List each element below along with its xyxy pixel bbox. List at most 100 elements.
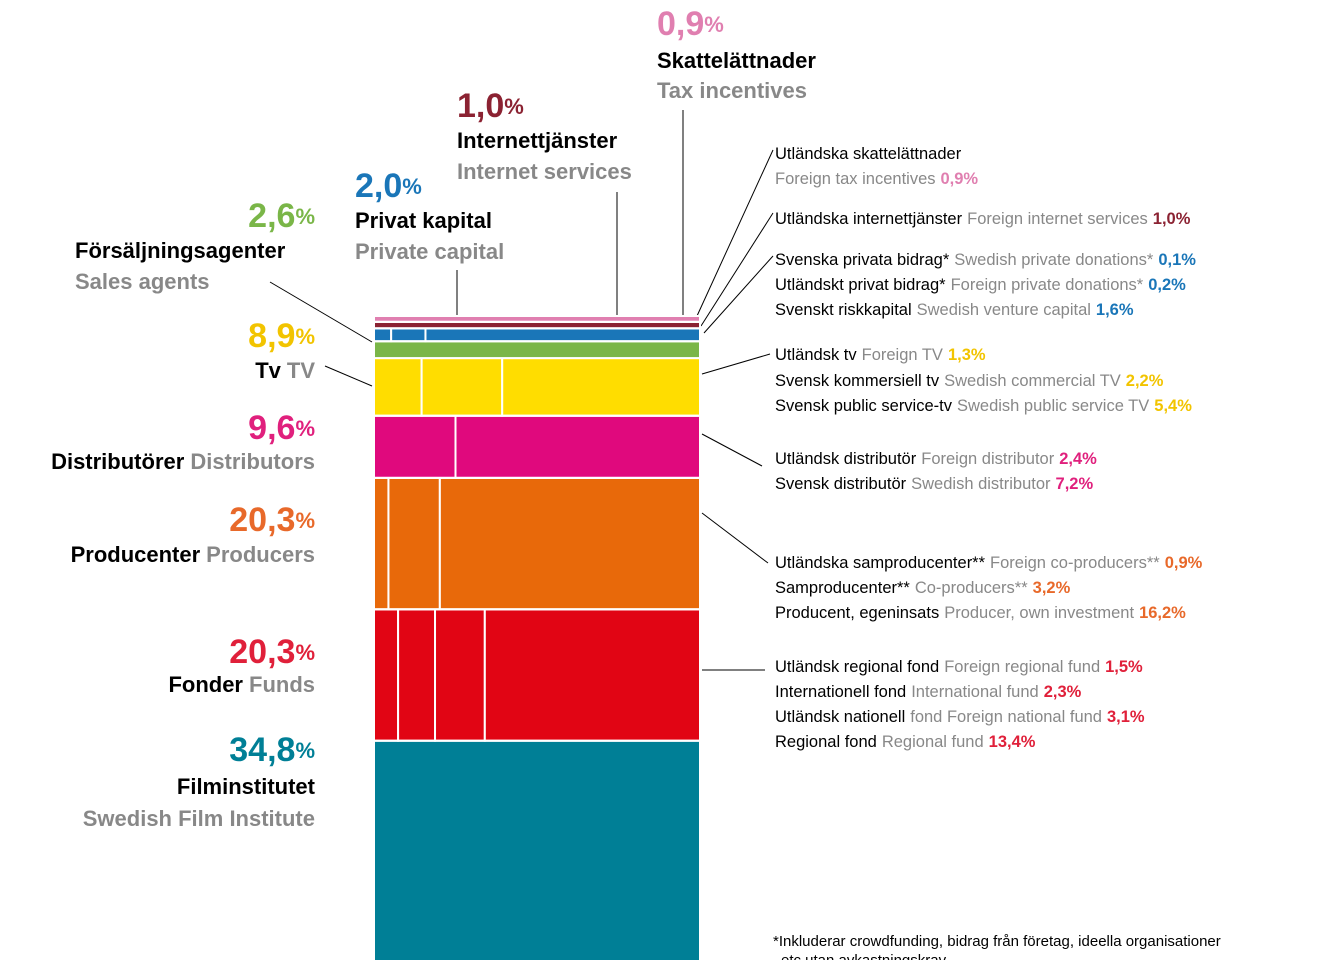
legend-row: Svenskt riskkapital Swedish venture capit… bbox=[775, 301, 1134, 319]
legend-name-en: Producer, own investment bbox=[944, 604, 1134, 622]
legend-value: 3,2% bbox=[1033, 579, 1071, 597]
part-bar bbox=[373, 608, 400, 742]
leader-lines bbox=[269, 110, 774, 671]
legend-name: Utländskt privat bidrag* bbox=[775, 276, 946, 294]
legend-name: Utländsk distributör bbox=[775, 450, 917, 468]
legend-value: 2,2% bbox=[1126, 372, 1164, 390]
part-bar bbox=[373, 414, 457, 479]
legend-name-en: Co-producers** bbox=[915, 579, 1028, 597]
leader bbox=[701, 353, 771, 375]
part-bar bbox=[424, 327, 701, 343]
category-label: Producenter Producers bbox=[71, 542, 315, 567]
value-unit: % bbox=[295, 640, 315, 665]
leader bbox=[269, 281, 373, 343]
legend-value: 1,3% bbox=[948, 346, 986, 364]
category-name-en: Tax incentives bbox=[657, 78, 807, 103]
legend-value: 0,9% bbox=[1165, 554, 1203, 572]
value-unit: % bbox=[295, 738, 315, 763]
legend-name-en: Swedish venture capital bbox=[917, 301, 1091, 319]
legend-row: Svensk distributör Swedish distributor 7,2… bbox=[775, 475, 1093, 493]
part-bar bbox=[454, 414, 701, 479]
legend-name: Internationell fond bbox=[775, 683, 906, 701]
legend-row: Utländska skattelättnader bbox=[775, 145, 962, 163]
leader bbox=[700, 212, 774, 327]
value-number: 1,0 bbox=[457, 87, 504, 125]
legend-name-en: Foreign private donations* bbox=[951, 276, 1144, 294]
category-name: Skattelättnader bbox=[657, 48, 816, 73]
legend-name-en: Foreign tax incentives bbox=[775, 170, 936, 188]
legend-value: 2,4% bbox=[1059, 450, 1097, 468]
legend-name: Utländsk nationell bbox=[775, 708, 905, 726]
part-bar bbox=[420, 357, 504, 417]
value-label: 0,9% bbox=[657, 5, 724, 43]
part-bar bbox=[434, 608, 486, 742]
legend-value: 13,4% bbox=[989, 733, 1036, 751]
part-bar bbox=[390, 327, 427, 343]
value-number: 9,6 bbox=[248, 409, 295, 447]
category-name-en: Internet services bbox=[457, 159, 632, 184]
category-label: Distributörer Distributors bbox=[51, 449, 315, 474]
value-label: 2,6% bbox=[248, 197, 315, 235]
legend-name: Utländska skattelättnader bbox=[775, 145, 962, 163]
segment bbox=[373, 340, 701, 360]
legend-value: 3,1% bbox=[1107, 708, 1145, 726]
part-bar bbox=[438, 476, 701, 611]
value-unit: % bbox=[295, 416, 315, 441]
legend-row: Utländska samproducenter** Foreign co-pro… bbox=[775, 554, 1203, 572]
legend-row: Foreign tax incentives 0,9% bbox=[775, 170, 978, 188]
category-name: Filminstitutet bbox=[177, 774, 316, 799]
legend-value: 7,2% bbox=[1056, 475, 1094, 493]
value-unit: % bbox=[704, 12, 724, 37]
legend-name-en: International fund bbox=[911, 683, 1039, 701]
category-name: Privat kapital bbox=[355, 208, 492, 233]
segment-outline bbox=[373, 315, 701, 323]
value-number: 8,9 bbox=[248, 317, 295, 355]
legend-row: Producent, egeninsats Producer, own inves… bbox=[775, 604, 1186, 622]
legend-name-en: Regional fund bbox=[882, 733, 984, 751]
part-bar bbox=[373, 357, 423, 417]
legend-name-en: Swedish public service TV bbox=[957, 397, 1149, 415]
footnote: etc utan avkastningskrav bbox=[781, 952, 947, 960]
segment bbox=[373, 608, 702, 742]
legend-row: Utländska internettjänster Foreign intern… bbox=[775, 210, 1191, 228]
legend-value: 0,9% bbox=[941, 170, 979, 188]
category-label: Tv TV bbox=[255, 358, 315, 383]
category-name-en: Producers bbox=[206, 542, 315, 567]
value-unit: % bbox=[295, 508, 315, 533]
legend-name: Utländsk tv bbox=[775, 346, 857, 364]
segment bbox=[373, 315, 701, 323]
legend-row: Svensk public service-tv Swedish public s… bbox=[775, 397, 1192, 415]
value-label: 1,0% bbox=[457, 87, 524, 125]
legend-row: Svensk kommersiell tv Swedish commercial … bbox=[775, 372, 1164, 390]
leader bbox=[701, 512, 769, 564]
legend-value: 1,5% bbox=[1105, 658, 1143, 676]
legend-row: Utländsk regional fond Foreign regional f… bbox=[775, 658, 1143, 676]
value-label: 34,8% bbox=[229, 731, 315, 769]
legend-value: 1,6% bbox=[1096, 301, 1134, 319]
segment bbox=[373, 476, 701, 611]
category-name: Distributörer bbox=[51, 449, 185, 474]
value-unit: % bbox=[295, 204, 315, 229]
value-number: 2,0 bbox=[355, 167, 402, 205]
legend-name: Regional fond bbox=[775, 733, 877, 751]
legend-name: Utländsk regional fond bbox=[775, 658, 939, 676]
legend-row: Utländsk distributör Foreign distributor 2… bbox=[775, 450, 1097, 468]
leader bbox=[324, 365, 373, 387]
legend-name: Utländska samproducenter** bbox=[775, 554, 986, 572]
category-name: Producenter bbox=[71, 542, 201, 567]
value-unit: % bbox=[504, 94, 524, 119]
legend-name: Svenskt riskkapital bbox=[775, 301, 912, 319]
part-bar bbox=[501, 357, 701, 417]
category-name: Försäljningsagenter bbox=[75, 238, 286, 263]
legend-row: Utländskt privat bidrag* Foreign private … bbox=[775, 276, 1186, 294]
category-name-en: Sales agents bbox=[75, 269, 210, 294]
value-label: 20,3% bbox=[229, 633, 315, 671]
legend-row: Utländsk nationell fond Foreign national … bbox=[775, 708, 1145, 726]
legend-row: Samproducenter** Co-producers** 3,2% bbox=[775, 579, 1071, 597]
legend-name-en: Swedish commercial TV bbox=[944, 372, 1121, 390]
leader bbox=[696, 149, 774, 317]
value-unit: % bbox=[402, 174, 422, 199]
category-name-en: Distributors bbox=[190, 449, 315, 474]
category-label: Fonder Funds bbox=[168, 672, 315, 697]
